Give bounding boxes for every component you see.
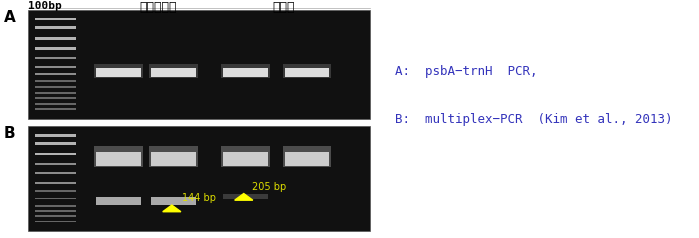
FancyBboxPatch shape: [35, 172, 76, 174]
FancyBboxPatch shape: [94, 146, 143, 167]
FancyBboxPatch shape: [35, 142, 76, 145]
Text: 144 bp: 144 bp: [182, 193, 216, 203]
FancyBboxPatch shape: [35, 18, 76, 20]
FancyBboxPatch shape: [28, 10, 370, 119]
FancyBboxPatch shape: [28, 126, 370, 231]
FancyBboxPatch shape: [35, 163, 76, 165]
Text: 205 bp: 205 bp: [252, 182, 287, 192]
FancyBboxPatch shape: [35, 26, 76, 29]
FancyBboxPatch shape: [35, 210, 76, 212]
FancyBboxPatch shape: [35, 153, 76, 155]
FancyBboxPatch shape: [223, 68, 268, 77]
FancyBboxPatch shape: [96, 197, 141, 205]
FancyBboxPatch shape: [35, 134, 76, 137]
FancyBboxPatch shape: [35, 190, 76, 192]
FancyBboxPatch shape: [35, 47, 76, 50]
Text: 100bp: 100bp: [28, 1, 62, 11]
FancyBboxPatch shape: [35, 80, 76, 82]
FancyBboxPatch shape: [35, 182, 76, 184]
FancyBboxPatch shape: [149, 146, 198, 167]
FancyBboxPatch shape: [35, 221, 76, 223]
FancyBboxPatch shape: [35, 37, 76, 40]
Text: 백수오: 백수오: [273, 1, 295, 14]
FancyBboxPatch shape: [151, 68, 196, 77]
FancyBboxPatch shape: [35, 198, 76, 199]
FancyBboxPatch shape: [282, 146, 331, 167]
FancyBboxPatch shape: [151, 152, 196, 166]
FancyBboxPatch shape: [35, 215, 76, 217]
FancyBboxPatch shape: [285, 68, 329, 77]
Polygon shape: [163, 205, 181, 212]
FancyBboxPatch shape: [35, 97, 76, 99]
FancyBboxPatch shape: [35, 108, 76, 110]
Text: A: A: [3, 10, 15, 25]
FancyBboxPatch shape: [223, 152, 268, 166]
FancyBboxPatch shape: [35, 86, 76, 88]
FancyBboxPatch shape: [96, 68, 141, 77]
FancyBboxPatch shape: [35, 57, 76, 59]
FancyBboxPatch shape: [35, 73, 76, 75]
FancyBboxPatch shape: [221, 64, 270, 78]
Polygon shape: [235, 193, 253, 200]
FancyBboxPatch shape: [151, 197, 196, 205]
FancyBboxPatch shape: [35, 103, 76, 105]
Text: B:  multiplex−PCR  (Kim et al., 2013): B: multiplex−PCR (Kim et al., 2013): [395, 113, 672, 125]
FancyBboxPatch shape: [285, 152, 329, 166]
FancyBboxPatch shape: [35, 205, 76, 207]
FancyBboxPatch shape: [221, 146, 270, 167]
FancyBboxPatch shape: [35, 66, 76, 68]
FancyBboxPatch shape: [282, 64, 331, 78]
FancyBboxPatch shape: [149, 64, 198, 78]
FancyBboxPatch shape: [35, 92, 76, 94]
Text: 이엽우피소: 이엽우피소: [140, 1, 178, 14]
Text: B: B: [3, 126, 15, 141]
FancyBboxPatch shape: [94, 64, 143, 78]
Text: A:  psbA−trnH  PCR,: A: psbA−trnH PCR,: [395, 65, 538, 78]
FancyBboxPatch shape: [96, 152, 141, 166]
FancyBboxPatch shape: [223, 194, 268, 199]
